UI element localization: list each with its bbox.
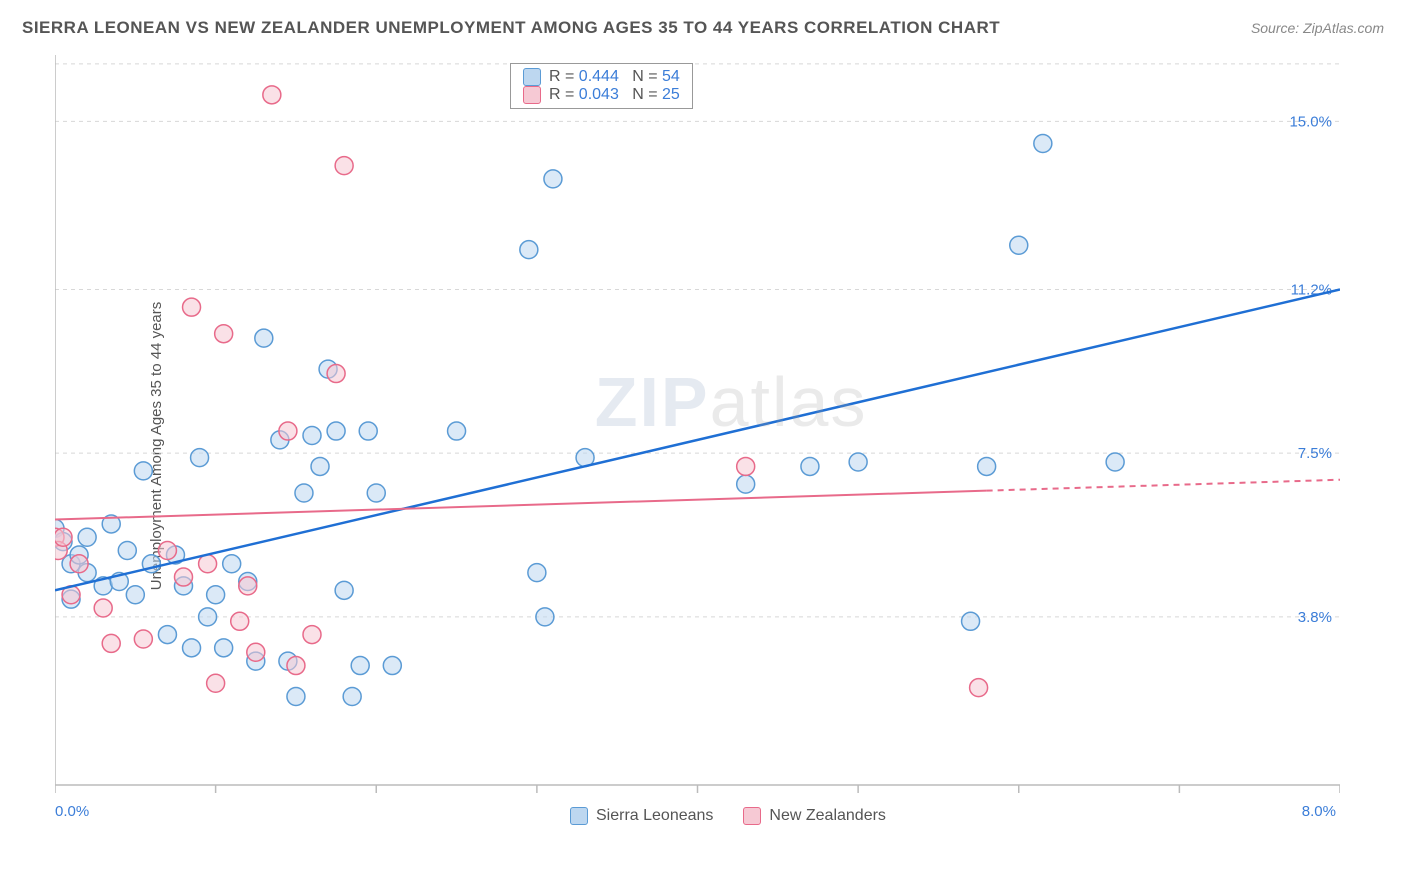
legend-swatch xyxy=(523,86,541,104)
svg-text:3.8%: 3.8% xyxy=(1298,609,1332,626)
legend-swatch xyxy=(523,68,541,86)
legend-series-item: Sierra Leoneans xyxy=(570,807,713,825)
legend-series-item: New Zealanders xyxy=(743,807,886,825)
legend-stat-text: R = 0.043 N = 25 xyxy=(549,86,680,104)
svg-text:7.5%: 7.5% xyxy=(1298,445,1332,462)
legend-stat-row: R = 0.444 N = 54 xyxy=(523,68,680,86)
chart-title: SIERRA LEONEAN VS NEW ZEALANDER UNEMPLOY… xyxy=(22,18,1000,38)
x-axis-max-label: 8.0% xyxy=(1302,803,1336,820)
x-axis-min-label: 0.0% xyxy=(55,803,89,820)
chart-container: SIERRA LEONEAN VS NEW ZEALANDER UNEMPLOY… xyxy=(0,0,1406,892)
legend-swatch xyxy=(743,807,761,825)
legend-series-name: New Zealanders xyxy=(769,807,886,825)
svg-text:15.0%: 15.0% xyxy=(1289,113,1332,130)
legend-series-name: Sierra Leoneans xyxy=(596,807,713,825)
legend-series: Sierra Leoneans New Zealanders xyxy=(570,807,886,825)
legend-stat-row: R = 0.043 N = 25 xyxy=(523,86,680,104)
legend-stat-text: R = 0.444 N = 54 xyxy=(549,68,680,86)
scatter-chart: 3.8%7.5%11.2%15.0% xyxy=(55,55,1340,830)
legend-swatch xyxy=(570,807,588,825)
source-attribution: Source: ZipAtlas.com xyxy=(1251,20,1384,36)
legend-stats: R = 0.444 N = 54R = 0.043 N = 25 xyxy=(510,63,693,109)
plot-area: 3.8%7.5%11.2%15.0% ZIPatlas R = 0.444 N … xyxy=(55,55,1340,830)
